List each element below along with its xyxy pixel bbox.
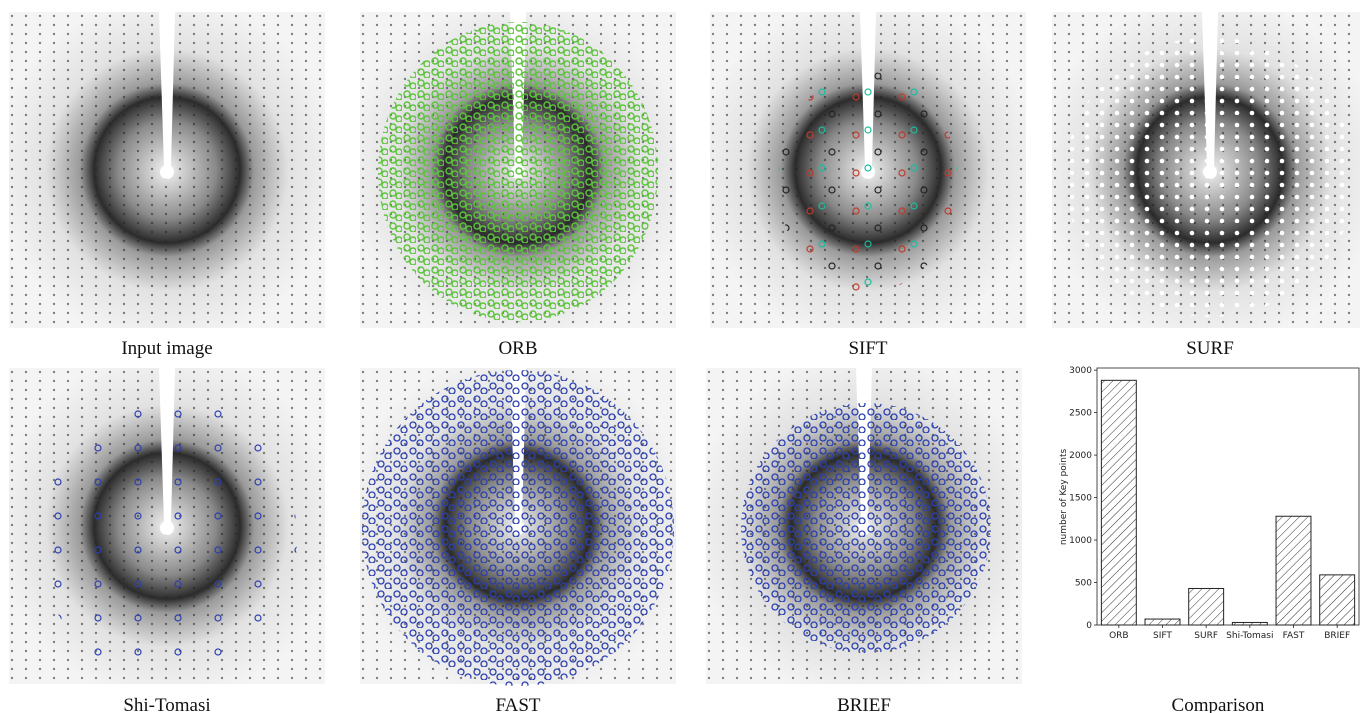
figure: Input image ORB SIFT SURF Shi-Tomasi FAS… [0,0,1360,713]
bar-hatch [1145,619,1180,625]
x-tick-label: ORB [1109,631,1129,641]
y-tick-label: 2500 [1069,409,1092,419]
caption: ORB [498,338,537,359]
y-tick-label: 3000 [1069,366,1092,376]
bar-hatch [1276,516,1311,625]
bar-hatch [1232,622,1267,625]
x-tick-label: SURF [1194,631,1218,641]
caption: Shi-Tomasi [123,695,210,713]
panel-sift [710,12,1026,328]
caption: BRIEF [837,695,891,713]
caption: Input image [121,338,212,359]
panel-orb [360,12,676,328]
y-axis-label: number of Key points [1059,449,1069,546]
panel-shi-tomasi [9,368,325,684]
caption: SURF [1186,338,1234,359]
x-tick-label: SIFT [1153,631,1172,641]
bar-hatch [1189,588,1224,625]
panel-surf [1052,12,1360,328]
caption: FAST [495,695,540,713]
bar-hatch [1101,380,1136,625]
x-tick-label: FAST [1283,631,1305,641]
y-tick-label: 1000 [1069,536,1092,546]
panel-fast [360,368,676,686]
y-tick-label: 500 [1075,579,1092,589]
panel-input [9,12,325,328]
x-tick-label: Shi-Tomasi [1226,631,1273,641]
caption: SIFT [848,338,887,359]
y-tick-label: 2000 [1069,451,1092,461]
bar-hatch [1320,575,1355,625]
caption: Comparison [1172,695,1265,713]
page: {"panels": [ {"caption": "Input image"},… [0,0,1360,713]
y-tick-label: 0 [1086,621,1092,631]
y-tick-label: 1500 [1069,494,1092,504]
panel-brief [706,368,1022,684]
x-tick-label: BRIEF [1324,631,1350,641]
